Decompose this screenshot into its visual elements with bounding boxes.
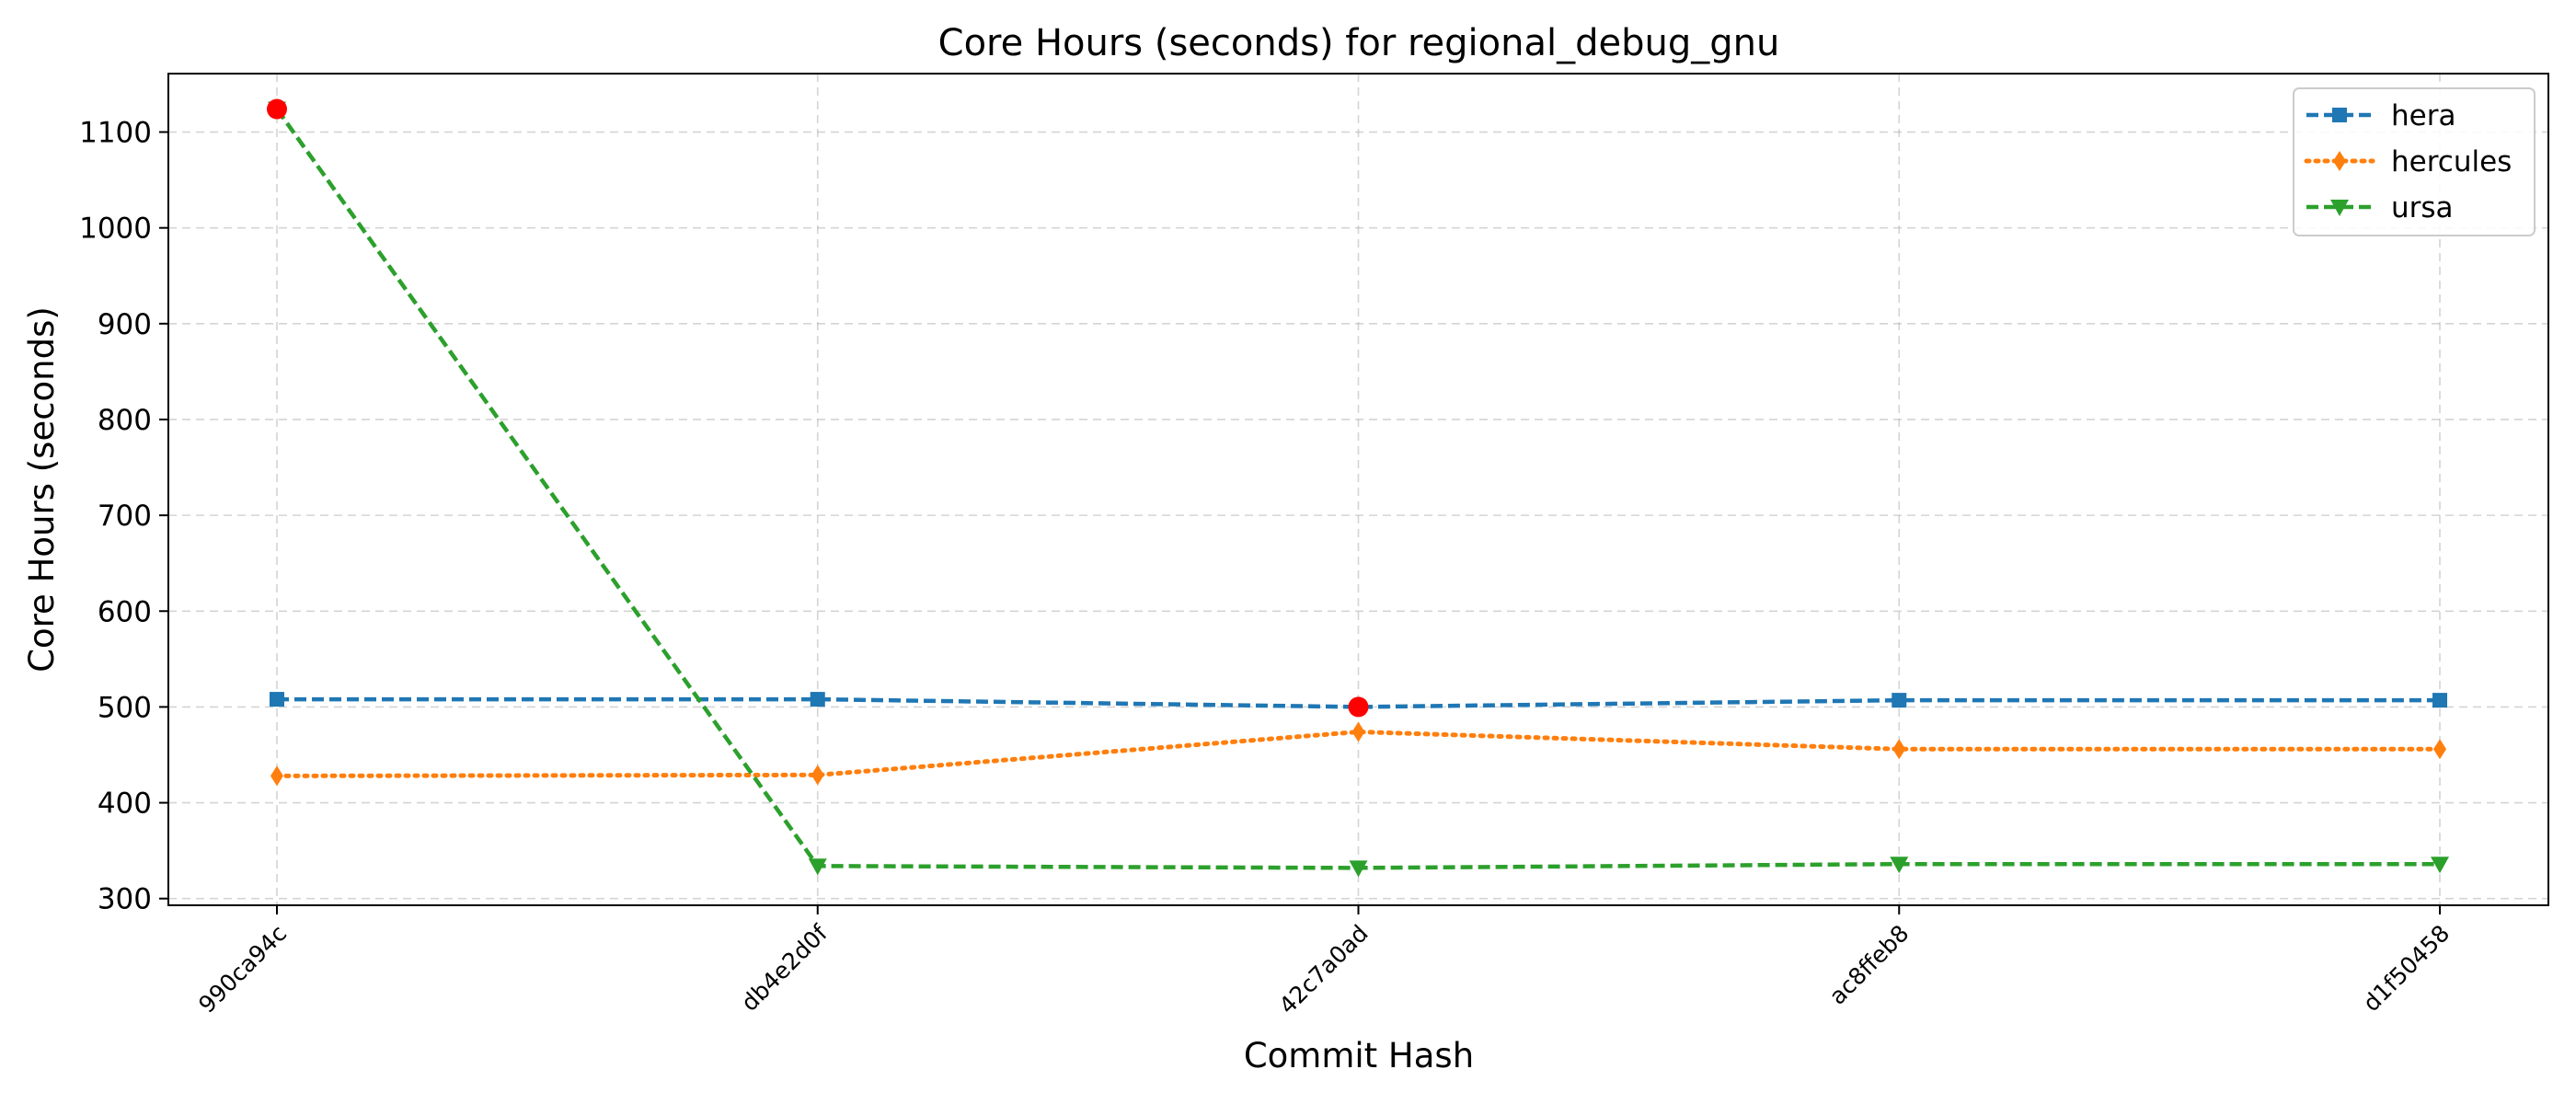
- diamond-marker: [1892, 739, 1906, 760]
- diamond-marker: [811, 765, 824, 786]
- triangle-marker: [2431, 857, 2449, 874]
- triangle-marker: [808, 858, 827, 876]
- highlight-point: [267, 98, 287, 120]
- y-tick-label: 700: [98, 500, 152, 533]
- chart-title: Core Hours (seconds) for regional_debug_…: [938, 22, 1780, 64]
- diamond-marker: [1351, 721, 1365, 742]
- y-tick-label: 800: [98, 404, 152, 437]
- square-marker: [810, 692, 825, 707]
- series-hercules: [270, 721, 2446, 787]
- legend: hera hercules ursa: [2293, 87, 2536, 236]
- square-marker: [1892, 693, 1907, 708]
- y-tick-label: 600: [98, 595, 152, 628]
- square-marker: [2332, 108, 2347, 122]
- y-tick-label: 500: [98, 691, 152, 724]
- triangle-marker: [1349, 860, 1368, 878]
- legend-label: hercules: [2391, 145, 2512, 178]
- legend-entry-ursa: ursa: [2306, 191, 2454, 224]
- y-axis-label: Core Hours (seconds): [22, 306, 62, 673]
- square-marker: [2432, 693, 2447, 708]
- legend-box: [2293, 87, 2536, 236]
- y-tick-label: 300: [98, 883, 152, 916]
- series-line-hercules: [274, 729, 2443, 778]
- y-tick-label: 1100: [79, 117, 152, 150]
- highlight-points: [267, 98, 1369, 718]
- legend-label: hera: [2391, 99, 2455, 132]
- triangle-marker: [1890, 857, 1909, 874]
- triangle-marker: [2330, 200, 2349, 216]
- legend-entry-hercules: hercules: [2304, 145, 2512, 178]
- square-marker: [270, 692, 284, 707]
- series-line-hera: [277, 696, 2440, 709]
- diamond-marker: [2333, 151, 2346, 171]
- legend-entry-hera: hera: [2306, 99, 2455, 132]
- y-tick-label: 400: [98, 788, 152, 821]
- x-axis-label: Commit Hash: [1244, 1036, 1474, 1075]
- legend-label: ursa: [2391, 191, 2454, 224]
- highlight-point: [1348, 696, 1369, 718]
- y-tick-label: 900: [98, 308, 152, 341]
- y-tick-label: 1000: [79, 213, 152, 246]
- diamond-marker: [270, 765, 283, 787]
- diamond-marker: [2433, 739, 2446, 760]
